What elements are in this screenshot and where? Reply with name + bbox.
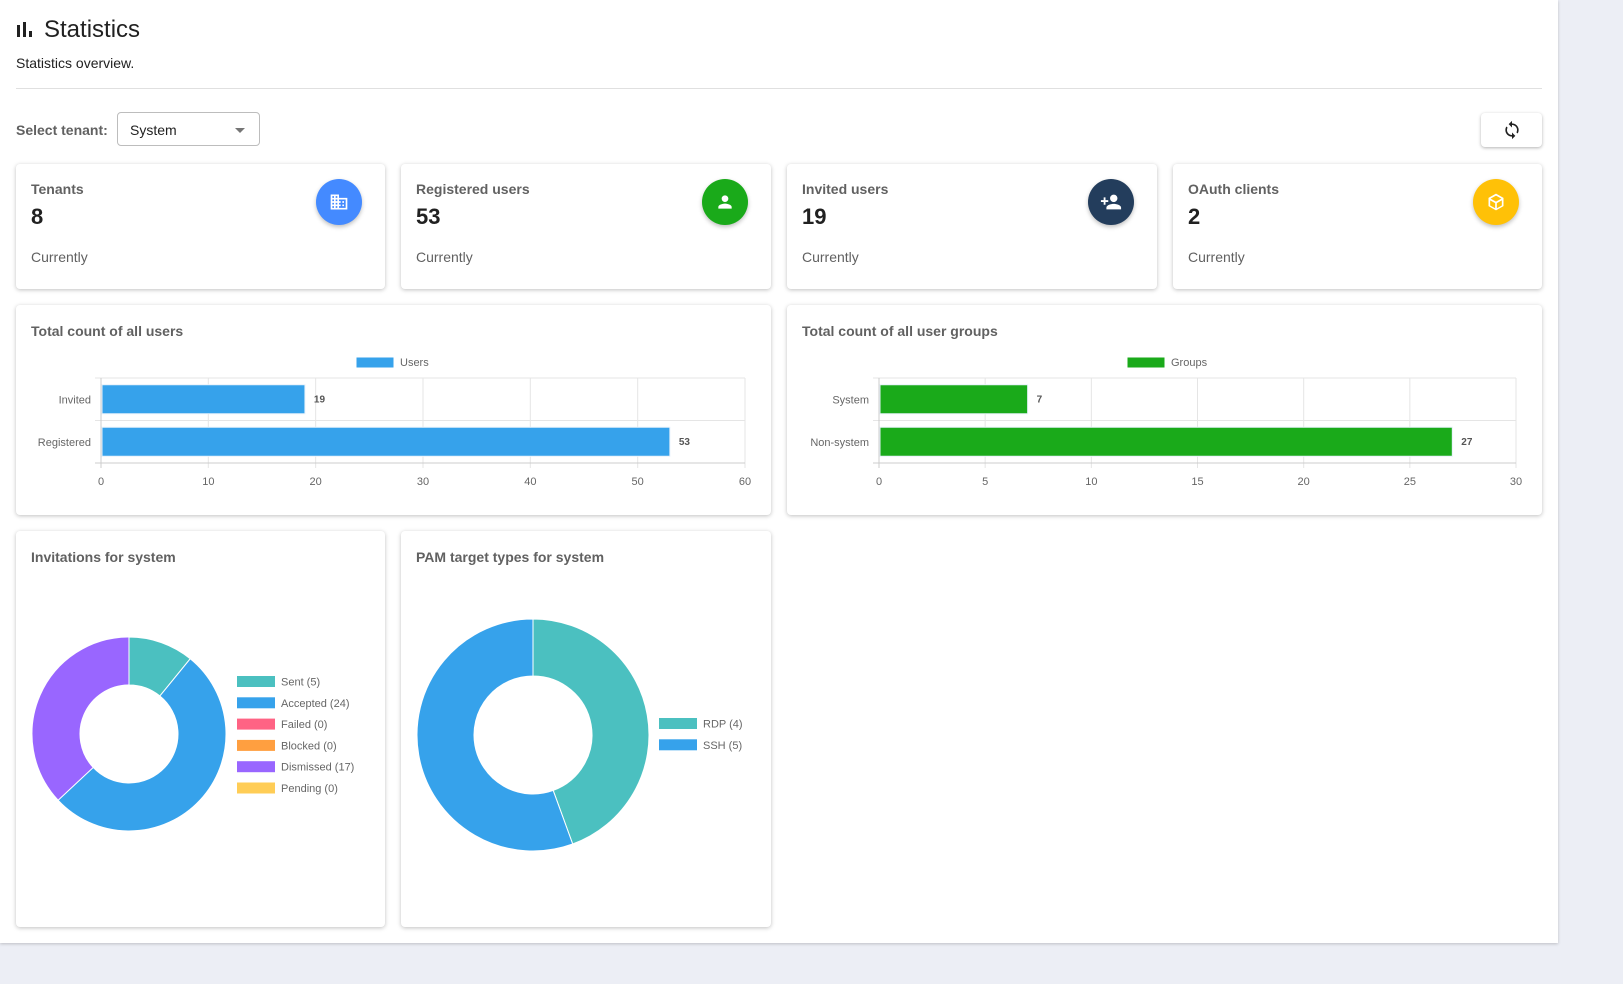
data-label: 53 [679, 437, 691, 448]
stat-card-tenants: Tenants 8 Currently [16, 164, 385, 289]
y-tick-label: System [832, 394, 869, 406]
x-tick-label: 30 [1510, 476, 1522, 488]
legend-label: Failed (0) [281, 719, 327, 731]
donut-slice [416, 618, 574, 852]
chart-title: PAM target types for system [416, 549, 605, 565]
stat-note: Currently [416, 249, 473, 265]
tenant-select-value: System [130, 122, 177, 138]
donut-slice [57, 658, 227, 832]
x-tick-label: 0 [98, 476, 104, 488]
y-tick-label: Non-system [810, 437, 869, 449]
stat-value: 8 [31, 204, 44, 229]
stat-label: Registered users [416, 181, 530, 197]
invitations-chart-card: Invitations for system Sent (5) Accepted … [16, 531, 385, 927]
x-tick-label: 50 [632, 476, 644, 488]
bar [879, 426, 1453, 457]
x-tick-label: 20 [310, 476, 322, 488]
legend-label: Pending (0) [281, 783, 338, 795]
person-icon [702, 179, 748, 225]
x-tick-label: 25 [1404, 476, 1416, 488]
legend-swatch [1126, 356, 1166, 369]
x-tick-label: 60 [739, 476, 751, 488]
pam-donut-chart: RDP (4) SSH (5) [416, 618, 743, 852]
legend-label: RDP (4) [703, 719, 743, 731]
legend-swatch [355, 356, 395, 369]
legend-swatch [237, 697, 275, 709]
users-chart-card: Total count of all users Users 0 10 20 30 40 5… [16, 305, 771, 515]
y-tick-label: Invited [59, 394, 91, 406]
bar [101, 384, 306, 415]
chart-title: Total count of all users [31, 323, 184, 339]
select-tenant-label: Select tenant: [16, 122, 108, 138]
legend-label: Groups [1171, 357, 1208, 369]
donut-slice [532, 618, 650, 845]
stat-label: Tenants [31, 181, 84, 197]
x-tick-label: 15 [1191, 476, 1203, 488]
legend-swatch [659, 718, 697, 729]
x-tick-label: 30 [417, 476, 429, 488]
stat-card-invited-users: Invited users 19 Currently [787, 164, 1157, 289]
legend-swatch [237, 761, 275, 773]
stat-label: Invited users [802, 181, 889, 197]
bar [879, 384, 1029, 415]
groups-bar-chart: Groups 0 5 10 15 20 25 30 System 7 Non-system 27 [810, 356, 1522, 488]
legend-label: SSH (5) [703, 740, 742, 752]
stat-value: 19 [802, 204, 827, 229]
stat-value: 2 [1188, 204, 1201, 229]
x-tick-label: 10 [1085, 476, 1097, 488]
legend-label: Sent (5) [281, 677, 320, 689]
legend-swatch [237, 782, 275, 794]
page-title: Statistics [16, 16, 140, 44]
legend-swatch [659, 739, 697, 751]
invitations-donut-chart: Sent (5) Accepted (24) Failed (0) Blocked (… [31, 636, 354, 832]
x-tick-label: 5 [982, 476, 988, 488]
stat-note: Currently [802, 249, 859, 265]
y-tick-label: Registered [38, 437, 91, 449]
x-tick-label: 20 [1298, 476, 1310, 488]
building-icon [316, 179, 362, 225]
stat-label: OAuth clients [1188, 181, 1280, 197]
x-tick-label: 10 [202, 476, 214, 488]
page-subtitle: Statistics overview. [16, 55, 135, 71]
statistics-page: Statistics Statistics overview. Select t… [0, 0, 1558, 943]
cube-icon [1473, 179, 1519, 225]
refresh-icon [1504, 120, 1519, 140]
legend-swatch [237, 718, 275, 730]
stat-value: 53 [416, 204, 441, 229]
x-tick-label: 40 [524, 476, 536, 488]
data-label: 27 [1461, 437, 1473, 448]
legend-label: Dismissed (17) [281, 762, 354, 774]
donut-slice [31, 636, 130, 801]
person-add-icon [1088, 179, 1134, 225]
legend-swatch [237, 676, 275, 687]
stat-note: Currently [1188, 249, 1245, 265]
groups-chart-card: Total count of all user groups Groups 0 5 1… [787, 305, 1542, 515]
refresh-button[interactable] [1481, 113, 1542, 147]
legend-swatch [237, 739, 275, 751]
x-tick-label: 0 [876, 476, 882, 488]
bar [101, 426, 671, 457]
page-title-text: Statistics [44, 16, 141, 43]
chart-title: Total count of all user groups [802, 323, 998, 339]
legend-label: Users [400, 357, 429, 369]
stat-card-oauth-clients: OAuth clients 2 Currently [1173, 164, 1542, 289]
data-label: 7 [1037, 394, 1043, 405]
chart-title: Invitations for system [31, 549, 176, 565]
pam-chart-card: PAM target types for system RDP (4) SSH (… [401, 531, 771, 927]
legend-label: Blocked (0) [281, 740, 337, 752]
users-bar-chart: Users 0 10 20 30 40 50 60 Invited 19 Registered 53 [38, 356, 751, 488]
chevron-down-icon [235, 128, 245, 133]
divider [16, 88, 1542, 89]
stat-note: Currently [31, 249, 88, 265]
data-label: 19 [314, 394, 326, 405]
stat-card-registered-users: Registered users 53 Currently [401, 164, 771, 289]
bar-chart-icon [17, 22, 32, 37]
tenant-select[interactable]: System [117, 112, 260, 146]
legend-label: Accepted (24) [281, 698, 349, 710]
